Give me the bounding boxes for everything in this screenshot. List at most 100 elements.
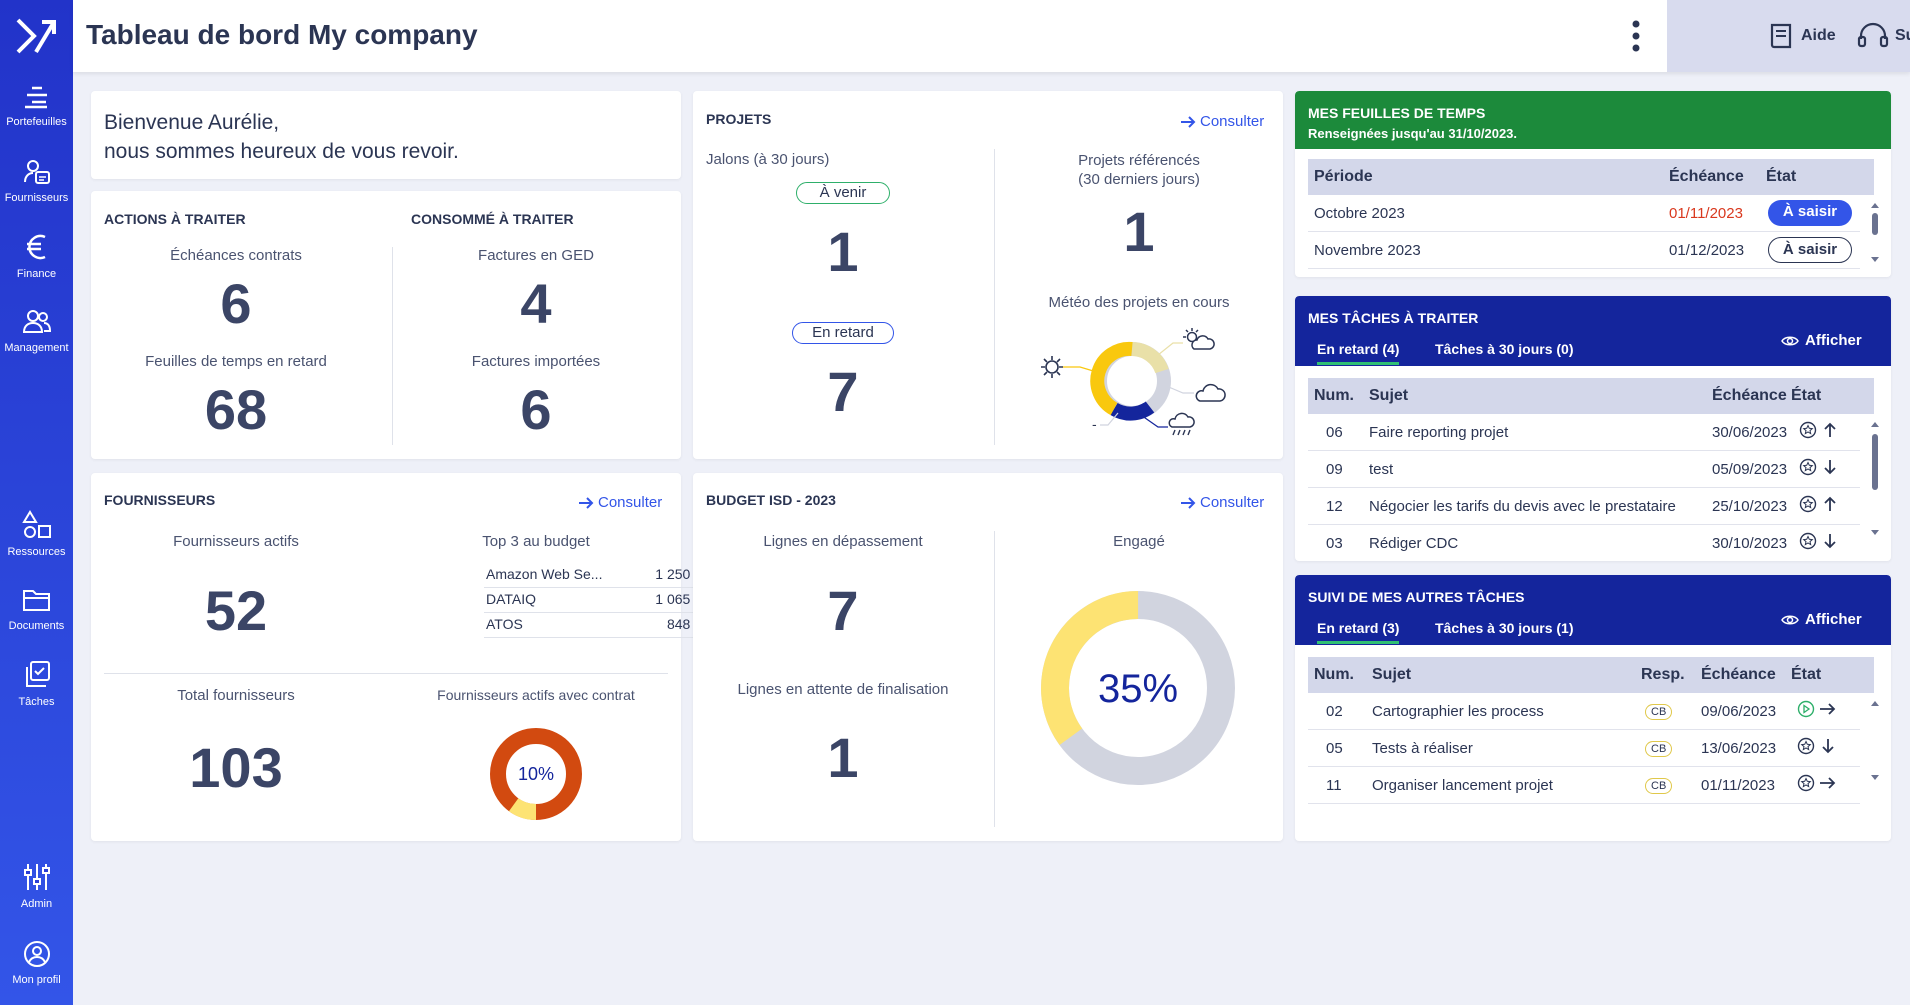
imported-label: Factures importées xyxy=(471,353,601,370)
company-logo[interactable] xyxy=(14,16,58,56)
show-button[interactable]: Afficher xyxy=(1781,332,1862,349)
due-cell: 01/11/2023 xyxy=(1701,777,1775,794)
priority-arrow-down-icon[interactable] xyxy=(1819,737,1837,755)
sidebar-item-label: Fournisseurs xyxy=(4,192,69,204)
status-star-icon[interactable] xyxy=(1799,421,1817,439)
table-row[interactable]: 12 Négocier les tarifs du devis avec le p… xyxy=(1308,488,1860,525)
contract-donut-chart: 10% xyxy=(490,728,582,820)
euro-icon xyxy=(26,234,46,260)
priority-arrow-right-icon[interactable] xyxy=(1819,774,1837,792)
play-status-icon[interactable] xyxy=(1797,700,1815,718)
due-cell: 09/06/2023 xyxy=(1701,703,1777,720)
sidebar: Portefeuilles Fournisseurs Finance Manag… xyxy=(0,0,73,1005)
sidebar-item-ressources[interactable]: Ressources xyxy=(0,510,73,558)
due-cell: 05/09/2023 xyxy=(1712,461,1788,478)
sidebar-item-label: Admin xyxy=(20,898,53,910)
contracts-value[interactable]: 6 xyxy=(220,272,252,335)
upcoming-badge: À venir xyxy=(796,182,890,204)
state-cell xyxy=(1799,421,1839,439)
help-button[interactable]: Aide xyxy=(1767,22,1836,50)
folder-icon xyxy=(22,590,50,611)
status-star-icon[interactable] xyxy=(1799,532,1817,550)
welcome-line-1: Bienvenue Aurélie, xyxy=(104,111,280,134)
eye-icon xyxy=(1781,336,1799,345)
overrun-value[interactable]: 7 xyxy=(827,579,859,642)
upcoming-value[interactable]: 1 xyxy=(827,220,859,283)
sidebar-item-management[interactable]: Management xyxy=(0,308,73,354)
subject-cell: Organiser lancement projet xyxy=(1372,777,1553,794)
priority-arrow-down-icon[interactable] xyxy=(1821,458,1839,476)
support-button[interactable]: Support xyxy=(1857,22,1910,50)
table-row[interactable]: 02 Cartographier les process CB 09/06/2023 xyxy=(1308,693,1860,730)
total-suppliers-value[interactable]: 103 xyxy=(189,736,283,799)
scrollbar[interactable] xyxy=(1868,418,1882,542)
sidebar-item-taches[interactable]: Tâches xyxy=(0,660,73,708)
show-button[interactable]: Afficher xyxy=(1781,611,1862,628)
budget-title: BUDGET ISD - 2023 xyxy=(706,492,836,508)
sidebar-item-admin[interactable]: Admin xyxy=(0,862,73,910)
state-cell xyxy=(1799,532,1839,550)
scrollbar[interactable] xyxy=(1868,697,1882,821)
status-star-icon[interactable] xyxy=(1799,495,1817,513)
headset-icon xyxy=(1857,22,1889,48)
tab-30-days[interactable]: Tâches à 30 jours (1) xyxy=(1435,620,1574,636)
book-icon xyxy=(1770,23,1792,49)
budget-consult-link[interactable]: Consulter xyxy=(1180,494,1264,511)
table-row[interactable]: 05 Tests à réaliser CB 13/06/2023 xyxy=(1308,730,1860,767)
pending-value[interactable]: 1 xyxy=(827,726,859,789)
divider xyxy=(104,673,668,674)
num-cell: 12 xyxy=(1326,498,1343,515)
scrollbar[interactable] xyxy=(1868,199,1882,269)
referenced-value[interactable]: 1 xyxy=(1123,200,1155,263)
table-row[interactable]: Novembre 2023 01/12/2023 À saisir xyxy=(1308,232,1860,269)
priority-arrow-up-icon[interactable] xyxy=(1821,495,1839,513)
priority-arrow-right-icon[interactable] xyxy=(1819,700,1837,718)
to-fill-button[interactable]: À saisir xyxy=(1768,237,1852,263)
priority-arrow-up-icon[interactable] xyxy=(1821,421,1839,439)
projects-consult-link[interactable]: Consulter xyxy=(1180,113,1264,130)
late-value[interactable]: 7 xyxy=(827,360,859,423)
suppliers-card: FOURNISSEURS Consulter Fournisseurs acti… xyxy=(91,473,759,841)
weather-dash: - xyxy=(1092,416,1097,432)
active-suppliers-value[interactable]: 52 xyxy=(204,579,268,642)
referenced-label-line1: Projets référencés xyxy=(1078,152,1200,169)
status-star-icon[interactable] xyxy=(1797,737,1815,755)
table-row[interactable]: 03 Rédiger CDC 30/10/2023 xyxy=(1308,525,1860,561)
table-row[interactable]: 11 Organiser lancement projet CB 01/11/2023 xyxy=(1308,767,1860,804)
engaged-pct-label: 35% xyxy=(1098,667,1178,711)
sidebar-item-fournisseurs[interactable]: Fournisseurs xyxy=(0,158,73,204)
suppliers-consult-link[interactable]: Consulter xyxy=(578,494,662,511)
status-star-icon[interactable] xyxy=(1797,774,1815,792)
actions-card: ACTIONS À TRAITER CONSOMMÉ À TRAITER Éch… xyxy=(91,191,681,459)
tab-30-days[interactable]: Tâches à 30 jours (0) xyxy=(1435,341,1574,357)
timesheets-late-value[interactable]: 68 xyxy=(204,378,268,441)
ged-value[interactable]: 4 xyxy=(520,272,552,335)
period-cell: Novembre 2023 xyxy=(1314,242,1421,259)
portfolio-icon xyxy=(24,86,47,109)
page-title: Tableau de bord My company xyxy=(86,19,478,50)
subject-cell: Rédiger CDC xyxy=(1369,535,1459,552)
more-options-icon[interactable] xyxy=(1626,18,1646,54)
priority-arrow-down-icon[interactable] xyxy=(1821,532,1839,550)
tab-late[interactable]: En retard (4) xyxy=(1317,341,1400,365)
column-header: Num. xyxy=(1314,387,1354,404)
imported-value[interactable]: 6 xyxy=(520,378,552,441)
rain-icon xyxy=(1168,412,1195,436)
contract-pct-label: 10% xyxy=(518,764,554,784)
sidebar-item-mon-profil[interactable]: Mon profil xyxy=(0,940,73,986)
weather-segment-rain xyxy=(1110,401,1155,421)
table-row[interactable]: 06 Faire reporting projet 30/06/2023 xyxy=(1308,414,1860,451)
status-star-icon[interactable] xyxy=(1799,458,1817,476)
table-row[interactable]: 09 test 05/09/2023 xyxy=(1308,451,1860,488)
to-fill-button[interactable]: À saisir xyxy=(1768,200,1852,226)
tab-late[interactable]: En retard (3) xyxy=(1317,620,1400,644)
table-row[interactable]: Octobre 2023 01/11/2023 À saisir xyxy=(1308,195,1860,232)
column-header: Sujet xyxy=(1372,666,1412,683)
sidebar-item-finance[interactable]: Finance xyxy=(0,232,73,280)
period-cell: Octobre 2023 xyxy=(1314,205,1405,222)
sidebar-item-documents[interactable]: Documents xyxy=(0,586,73,632)
help-label: Aide xyxy=(1801,27,1836,44)
sidebar-item-portefeuilles[interactable]: Portefeuilles xyxy=(0,84,73,128)
state-cell xyxy=(1799,495,1839,513)
timesheets-title: MES FEUILLES DE TEMPS xyxy=(1308,105,1486,121)
